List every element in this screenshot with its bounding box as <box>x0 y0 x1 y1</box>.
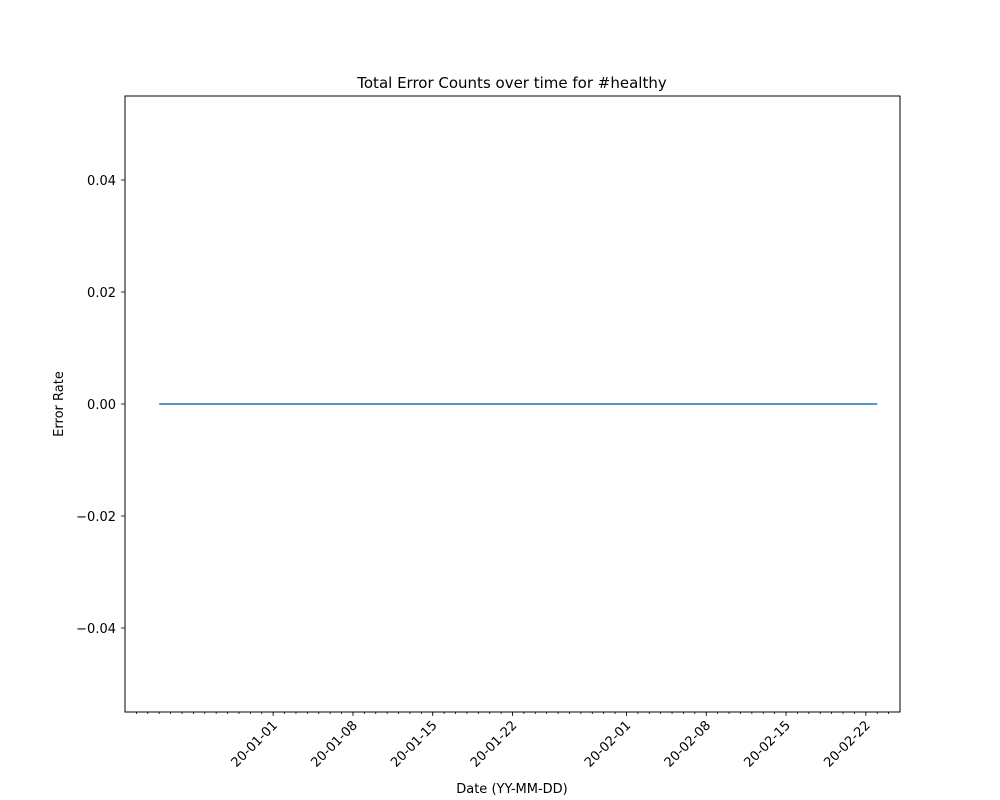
y-tick-label: 0.04 <box>87 174 116 189</box>
x-axis-label: Date (YY-MM-DD) <box>456 782 568 797</box>
y-tick-label: −0.02 <box>76 510 116 525</box>
y-tick-label: 0.00 <box>87 398 116 413</box>
plot-frame <box>124 95 901 713</box>
y-axis-label: Error Rate <box>52 371 67 437</box>
y-tick-label: 0.02 <box>87 286 116 301</box>
chart-title: Total Error Counts over time for #health… <box>356 74 667 92</box>
y-tick-label: −0.04 <box>76 622 116 637</box>
